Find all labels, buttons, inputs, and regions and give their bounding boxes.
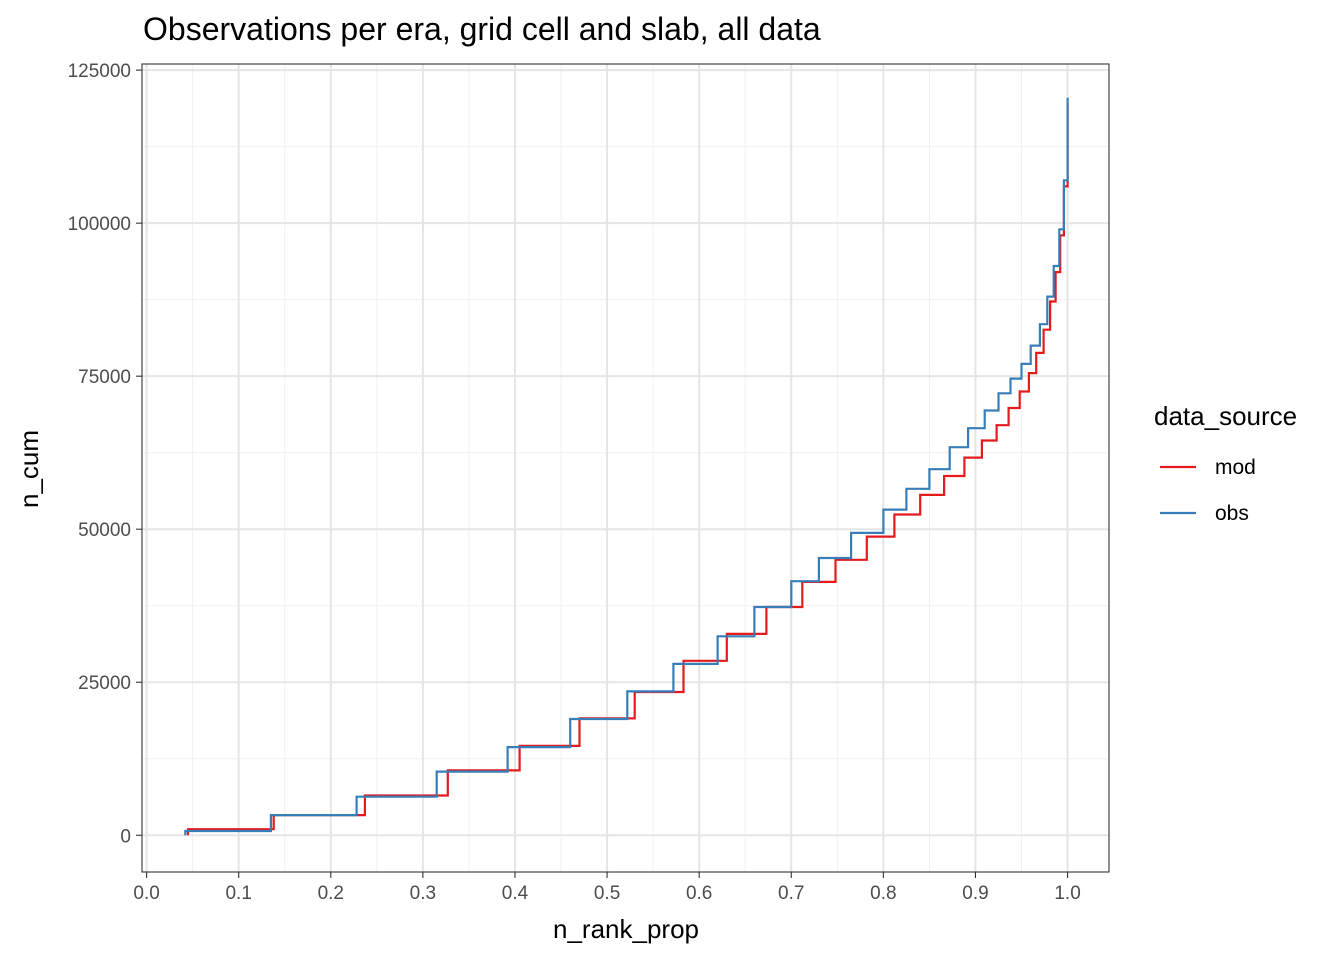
x-tick-label: 0.5 (594, 883, 620, 904)
series-lines (184, 97, 1069, 836)
x-tick-label: 0.4 (502, 883, 529, 904)
panel-border (141, 63, 1110, 873)
legend-label-mod: mod (1215, 456, 1256, 479)
x-axis-title: n_rank_prop (553, 914, 699, 944)
y-tick-label: 25000 (78, 673, 131, 694)
y-tick-label: 50000 (78, 520, 131, 541)
grid-major (142, 64, 1109, 872)
legend: data_source mod obs (1154, 401, 1297, 525)
y-axis-title: n_cum (14, 430, 44, 508)
legend-items: mod obs (1160, 456, 1256, 525)
series-line-mod (186, 103, 1069, 836)
x-axis: 0.0 0.1 0.2 0.3 0.4 0.5 0.6 0.7 0.8 0.9 1.0 (133, 872, 1081, 904)
x-tick-label: 0.8 (870, 883, 896, 904)
x-tick-label: 0.1 (225, 883, 251, 904)
x-tick-label: 0.2 (318, 883, 344, 904)
plot-panel (141, 63, 1110, 873)
x-tick-label: 1.0 (1054, 883, 1080, 904)
legend-label-obs: obs (1215, 502, 1249, 525)
x-tick-label: 0.9 (962, 883, 988, 904)
x-tick-label: 0.3 (410, 883, 436, 904)
y-tick-label: 0 (120, 826, 131, 847)
chart-title: Observations per era, grid cell and slab… (143, 11, 821, 47)
y-tick-label: 75000 (78, 367, 131, 388)
x-tick-label: 0.7 (778, 883, 804, 904)
series-line-obs (184, 97, 1069, 836)
x-tick-label: 0.6 (686, 883, 712, 904)
y-tick-label: 100000 (68, 214, 131, 235)
panel-background (142, 64, 1109, 872)
grid-minor (142, 64, 1109, 872)
y-axis: 0 25000 50000 75000 100000 125000 (68, 61, 142, 847)
y-tick-label: 125000 (68, 61, 131, 82)
legend-title: data_source (1154, 401, 1297, 431)
x-tick-label: 0.0 (133, 883, 159, 904)
